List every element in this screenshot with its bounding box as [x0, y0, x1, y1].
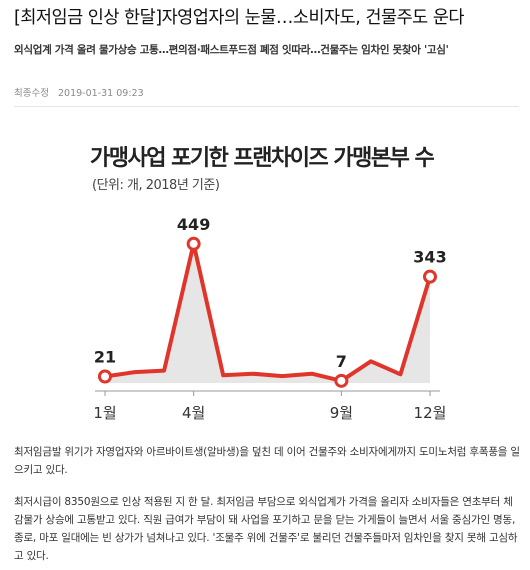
- data-value-label: 21: [94, 347, 116, 366]
- meta-label: 최종수정: [14, 88, 49, 99]
- article-meta: 최종수정 2019-01-31 09:23: [14, 85, 150, 99]
- data-point-marker: [98, 369, 112, 384]
- data-point-marker: [334, 373, 349, 388]
- divider: [14, 106, 519, 107]
- x-tick-label: 4월: [182, 404, 205, 422]
- data-point-marker: [186, 236, 201, 251]
- x-tick-label: 12월: [414, 404, 447, 422]
- chart-unit-note: (단위: 개, 2018년 기준): [92, 178, 220, 193]
- data-point-marker: [423, 269, 437, 284]
- data-value-label: 449: [177, 215, 210, 234]
- line-chart: 1월 4월 9월 12월 21 449 7 343: [93, 215, 447, 422]
- article-paragraph: 최저임금발 위기가 자영업자와 아르바이트생(알바생)을 덮친 데 이어 건물주…: [14, 446, 520, 476]
- chart-area-fill: [105, 243, 430, 383]
- meta-datetime: 2019-01-31 09:23: [58, 88, 144, 99]
- article-headline: [최저임금 인상 한달]자영업자의 눈물…소비자도, 건물주도 운다: [14, 8, 465, 28]
- x-tick-label: 1월: [93, 404, 116, 422]
- chart-title: 가맹사업 포기한 프랜차이즈 가맹본부 수: [90, 146, 435, 171]
- x-tick-label: 9월: [330, 404, 353, 422]
- article-subheadline: 외식업계 가격 올려 물가상승 고통…편의점·패스트푸드점 폐점 잇따라…건물주…: [14, 44, 449, 56]
- data-value-label: 7: [336, 352, 347, 371]
- series-line: [103, 241, 432, 383]
- data-value-label: 343: [413, 248, 446, 267]
- chart-figure: 1월 4월 9월 12월 21 449 7 343 가맹사업 포기한 프랜차이즈 가맹본부 수…: [70, 118, 490, 436]
- article-paragraph: 최저시급이 8350원으로 인상 적용된 지 한 달. 최저임금 부담으로 외식…: [14, 496, 518, 562]
